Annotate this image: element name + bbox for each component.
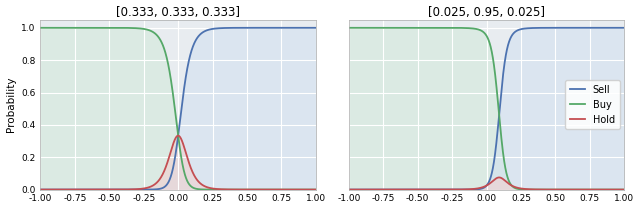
Hold [304,188,312,191]
Hold [174,134,182,137]
Hold [312,188,320,191]
Sell [312,27,320,29]
Line: Sell: Sell [349,28,625,190]
Buy [312,188,320,191]
Sell [170,160,178,163]
Hold [304,188,312,191]
Buy [36,27,44,29]
Buy [621,188,628,191]
Hold [36,188,44,191]
Title: [0.025, 0.95, 0.025]: [0.025, 0.95, 0.025] [428,6,545,19]
Line: Hold: Hold [349,177,625,190]
Buy [304,188,312,191]
Sell [345,188,353,191]
Hold [479,186,486,189]
Line: Buy: Buy [349,28,625,190]
Hold [612,188,620,191]
Sell [621,27,628,29]
Sell [612,27,620,29]
Sell [472,188,479,191]
Hold [253,188,261,191]
Sell [479,187,486,189]
Buy [170,104,178,106]
Buy [472,28,479,30]
Hold [359,188,367,191]
Buy [612,188,620,191]
Buy [304,188,312,191]
Hold [562,188,570,191]
Hold [612,188,620,191]
Hold [472,187,479,190]
Buy [612,188,620,191]
Sell [562,27,570,29]
Buy [51,27,58,29]
Hold [51,188,58,191]
Buy [479,30,486,33]
Hold [495,176,503,179]
Sell [253,27,261,29]
Buy [253,188,261,191]
Sell [51,188,58,191]
Hold [170,139,178,142]
Sell [36,188,44,191]
Line: Sell: Sell [40,28,316,190]
Sell [163,183,171,186]
Buy [359,27,367,29]
Legend: Sell, Buy, Hold: Sell, Buy, Hold [565,80,620,129]
Line: Buy: Buy [40,28,316,190]
Buy [345,27,353,29]
Y-axis label: Probability: Probability [6,77,15,133]
Sell [304,27,312,29]
Hold [163,162,171,165]
Buy [163,58,171,60]
Line: Hold: Hold [40,136,316,190]
Hold [345,188,353,191]
Sell [612,27,620,29]
Hold [621,188,628,191]
Sell [359,188,367,191]
Buy [562,188,570,191]
Title: [0.333, 0.333, 0.333]: [0.333, 0.333, 0.333] [116,6,240,19]
Sell [304,27,312,29]
